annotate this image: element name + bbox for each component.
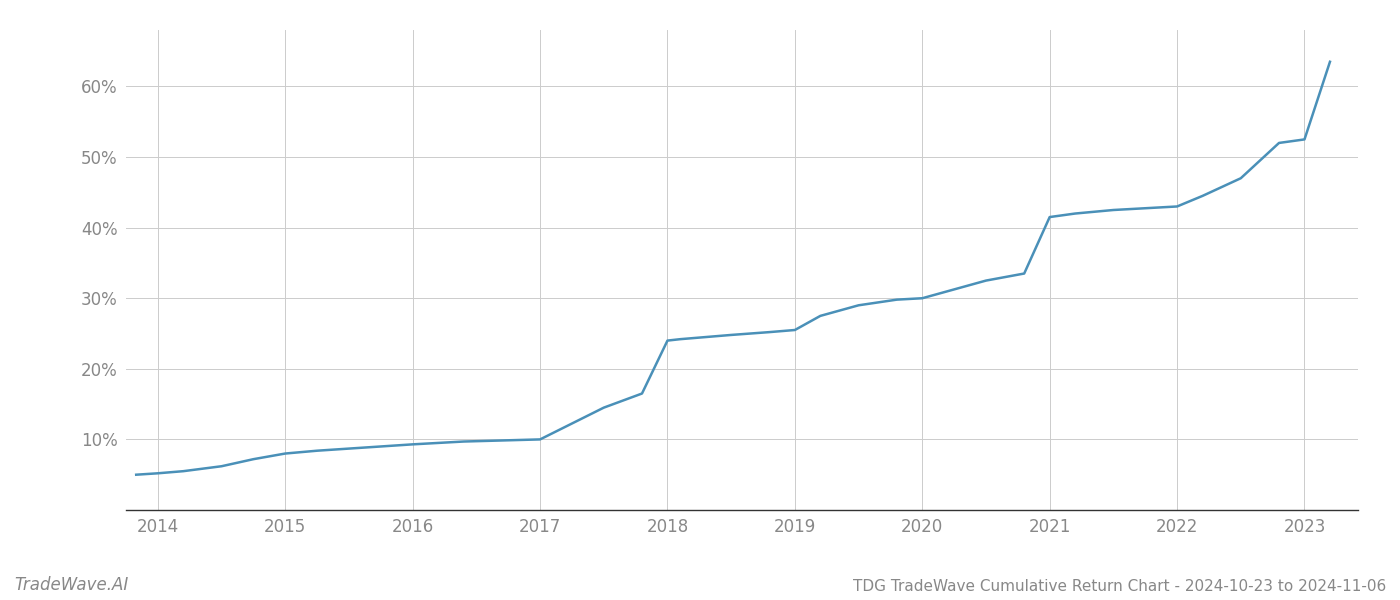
Text: TradeWave.AI: TradeWave.AI	[14, 576, 129, 594]
Text: TDG TradeWave Cumulative Return Chart - 2024-10-23 to 2024-11-06: TDG TradeWave Cumulative Return Chart - …	[853, 579, 1386, 594]
